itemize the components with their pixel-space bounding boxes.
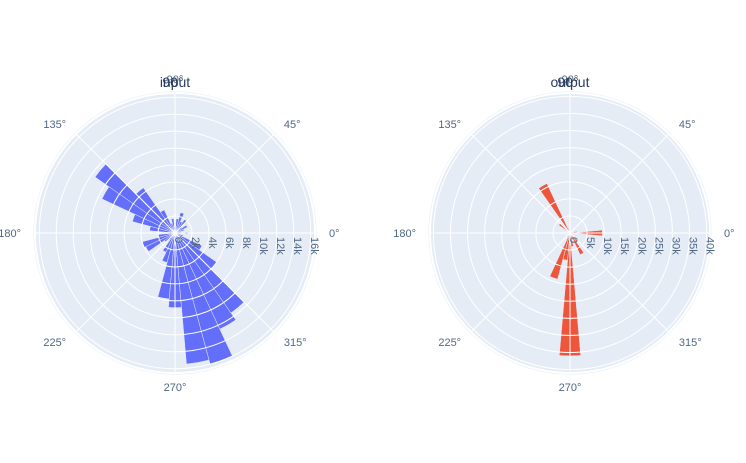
polar-subplot-output: 0° 45° 90° 135° 180° 225° 270° 315° 0 5k 10k 15k 20k…	[393, 74, 734, 394]
angular-tick-label: 225°	[438, 337, 461, 349]
angular-tick-label: 45°	[284, 119, 301, 131]
angular-tick-label: 90°	[167, 74, 184, 86]
angular-tick-label: 315°	[284, 337, 307, 349]
radial-tick-label: 35k	[687, 237, 699, 255]
angular-gridline	[174, 133, 275, 234]
radial-tick-label: 20k	[635, 237, 647, 255]
radial-tick-label: 10k	[257, 237, 269, 255]
angular-tick-label: 0°	[329, 228, 340, 240]
angular-gridline	[569, 232, 670, 333]
subplot-title-output: output	[551, 74, 590, 90]
radial-tick-label: 6k	[223, 237, 235, 249]
angular-tick-label: 270°	[164, 382, 187, 394]
angular-gridline	[470, 232, 571, 333]
angular-tick-label: 135°	[438, 119, 461, 131]
polar-bar	[174, 232, 203, 251]
radial-tick-label: 25k	[652, 237, 664, 255]
angular-tick-label: 315°	[679, 337, 702, 349]
polar-bar	[538, 183, 571, 234]
radial-tick-label: 4k	[206, 237, 218, 249]
angular-gridline	[470, 133, 571, 234]
radial-tick-label: 5k	[584, 237, 596, 249]
angular-tick-label: 135°	[43, 119, 66, 131]
polar-bar	[132, 214, 176, 234]
radial-tick-label: 30k	[669, 237, 681, 255]
radial-tick-label: 40k	[704, 237, 716, 255]
angular-gridline	[75, 133, 176, 234]
angular-tick-label-90: 90°	[557, 74, 578, 90]
polar-bar	[101, 186, 176, 234]
angular-tick-label: 225°	[43, 337, 66, 349]
angular-tick-label: 270°	[559, 382, 582, 394]
angular-tick-label: 45°	[679, 119, 696, 131]
angular-tick-label: 180°	[393, 228, 416, 240]
radial-tick-label: 10k	[601, 237, 613, 255]
radial-tick-label: 15k	[618, 237, 630, 255]
polar-bar	[149, 226, 176, 234]
polar-bar	[569, 232, 585, 255]
outer-ring	[34, 92, 316, 374]
angular-tick-label-90: 90°	[162, 74, 183, 90]
radial-tick-label: 0	[172, 237, 184, 243]
angular-gridline	[569, 133, 670, 234]
angular-tick-label: 0°	[724, 228, 735, 240]
outer-ring	[429, 92, 711, 374]
polar-bar	[549, 232, 571, 280]
radial-tick-label: 14k	[291, 237, 303, 255]
angular-gridline	[174, 232, 275, 333]
radial-tick-label: 8k	[240, 237, 252, 249]
polar-subplot-input: 0° 45° 90° 135° 180° 225° 270° 315° 0 2k 4k 6k 8k 10k…	[0, 74, 340, 394]
polar-bar	[174, 232, 184, 237]
angular-tick-label: 180°	[0, 228, 21, 240]
polar-bar	[174, 218, 180, 234]
radial-tick-label: 2k	[189, 237, 201, 249]
radial-tick-label: 12k	[274, 237, 286, 255]
angular-gridline	[75, 232, 176, 333]
radial-tick-label: 16k	[308, 237, 320, 255]
angular-tick-label: 90°	[562, 74, 579, 86]
subplot-title-input: input	[160, 74, 190, 90]
radial-tick-label: 0	[567, 237, 579, 243]
